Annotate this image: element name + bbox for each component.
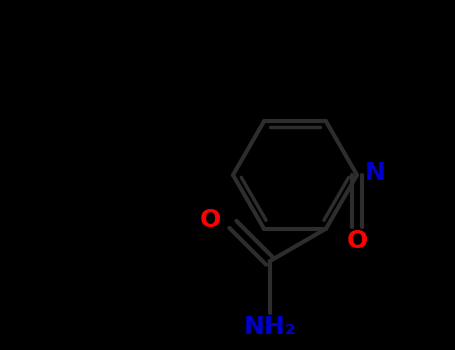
Text: O: O xyxy=(200,208,221,232)
Text: NH₂: NH₂ xyxy=(243,315,296,339)
Text: O: O xyxy=(346,229,368,253)
Text: N: N xyxy=(365,161,386,185)
